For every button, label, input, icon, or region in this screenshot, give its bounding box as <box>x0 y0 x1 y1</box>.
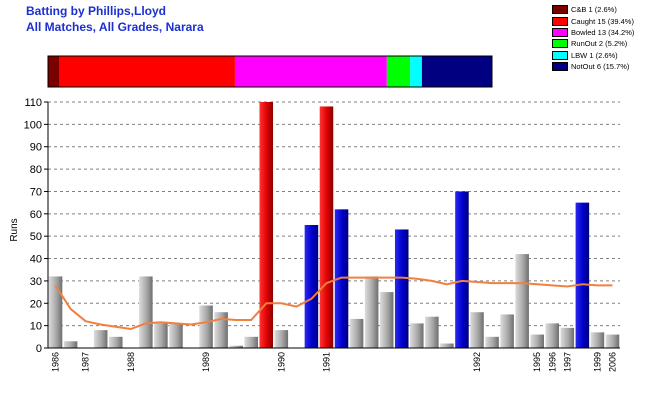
chart-subtitle: All Matches, All Grades, Narara <box>26 20 204 34</box>
dismissal-segment <box>386 56 411 87</box>
legend-swatch <box>552 39 568 49</box>
bar-highlight <box>319 106 334 349</box>
bar-gray <box>108 336 123 348</box>
y-tick-label: 20 <box>30 298 42 310</box>
dismissal-strip <box>47 55 493 88</box>
bars <box>48 102 620 349</box>
legend-label: NotOut 6 (15.7%) <box>571 62 630 72</box>
x-tick-label: 1995 <box>532 352 542 372</box>
y-axis-label: Runs <box>9 218 20 241</box>
y-tick-labels: 0 10 20 30 40 50 60 70 80 90 100 110 <box>24 97 48 355</box>
average-line <box>54 276 613 331</box>
legend-label: Caught 15 (39.4%) <box>571 16 634 26</box>
legend-item: Caught 15 (39.4%) <box>552 15 648 26</box>
bar-gray <box>560 327 575 348</box>
bar-gray <box>425 316 439 348</box>
legend-label: Bowled 13 (34.2%) <box>571 27 635 37</box>
x-tick-label: 1992 <box>472 352 482 372</box>
y-tick-label: 100 <box>24 119 42 131</box>
bar-gray <box>169 323 183 348</box>
dismissal-segment <box>48 56 60 87</box>
bar-gray <box>590 332 605 348</box>
chart-title: Batting by Phillips,Lloyd <box>26 4 167 18</box>
legend-swatch <box>552 27 568 37</box>
x-tick-label: 2006 <box>608 352 618 372</box>
x-tick-label: 1999 <box>592 352 602 372</box>
bar-gray <box>244 336 258 348</box>
bar-gray <box>139 276 153 348</box>
axes <box>47 102 620 349</box>
legend-swatch <box>552 16 568 26</box>
dismissal-strip-border <box>47 55 493 88</box>
legend: C&B 1 (2.6%) Caught 15 (39.4%) Bowled 13 (… <box>552 4 648 72</box>
legend-swatch <box>552 50 568 60</box>
bar-notout <box>455 191 469 348</box>
bar-notout <box>394 229 409 348</box>
legend-item: C&B 1 (2.6%) <box>552 4 648 15</box>
bar-highlight <box>259 102 274 348</box>
bar-notout <box>334 209 349 348</box>
bar-gray <box>515 254 529 348</box>
x-tick-label: 1997 <box>562 352 572 372</box>
y-tick-label: 110 <box>24 97 42 109</box>
bar-gray <box>93 330 108 348</box>
x-tick-label: 1988 <box>126 352 136 372</box>
bar-gray <box>214 312 228 348</box>
bar-gray <box>379 292 394 348</box>
dismissal-segment <box>421 56 492 87</box>
legend-item: LBW 1 (2.6%) <box>552 50 648 61</box>
bar-gray <box>364 276 379 348</box>
bar-gray <box>154 323 168 348</box>
x-tick-label: 1991 <box>322 352 332 372</box>
legend-item: NotOut 6 (15.7%) <box>552 61 648 72</box>
dismissal-segment <box>410 56 422 87</box>
x-tick-label: 1986 <box>51 352 61 372</box>
bar-gray <box>485 336 499 348</box>
bar-gray <box>229 345 243 348</box>
y-tick-label: 60 <box>30 209 42 221</box>
x-tick-label: 1987 <box>81 352 91 372</box>
y-tick-label: 80 <box>30 164 42 176</box>
gridlines <box>48 101 620 327</box>
y-tick-label: 40 <box>30 254 42 266</box>
legend-label: RunOut 2 (5.2%) <box>571 39 628 49</box>
x-tick-label: 1990 <box>276 352 286 372</box>
y-tick-label: 50 <box>30 231 42 243</box>
bar-gray <box>199 305 213 348</box>
bar-gray <box>48 276 63 348</box>
bar-notout <box>304 225 319 348</box>
dismissal-segment <box>59 56 235 87</box>
x-tick-labels: 1986 1987 1988 1989 1990 1991 1992 1995 1996 1997… <box>51 352 618 372</box>
y-tick-label: 30 <box>30 276 42 288</box>
legend-label: C&B 1 (2.6%) <box>571 5 617 15</box>
x-tick-label: 1989 <box>201 352 211 372</box>
y-tick-label: 70 <box>30 186 42 198</box>
y-tick-label: 0 <box>36 343 42 355</box>
y-tick-label: 90 <box>30 142 42 154</box>
bar-gray <box>605 334 620 348</box>
dismissal-segment <box>234 56 387 87</box>
bar-gray <box>274 330 289 348</box>
bar-gray <box>410 323 424 348</box>
bar-gray <box>470 312 484 348</box>
bar-gray <box>349 318 364 348</box>
y-tick-label: 10 <box>30 321 42 333</box>
legend-item: RunOut 2 (5.2%) <box>552 38 648 49</box>
x-tick-label: 1996 <box>547 352 557 372</box>
bar-gray <box>63 341 78 348</box>
bar-notout <box>575 202 590 348</box>
legend-swatch <box>552 5 568 15</box>
bar-gray <box>530 334 544 348</box>
bar-gray <box>440 343 454 348</box>
legend-item: Bowled 13 (34.2%) <box>552 27 648 38</box>
bar-gray <box>545 323 560 348</box>
average-line-group <box>54 276 613 331</box>
bar-gray <box>500 314 514 348</box>
legend-label: LBW 1 (2.6%) <box>571 50 618 60</box>
legend-swatch <box>552 62 568 72</box>
